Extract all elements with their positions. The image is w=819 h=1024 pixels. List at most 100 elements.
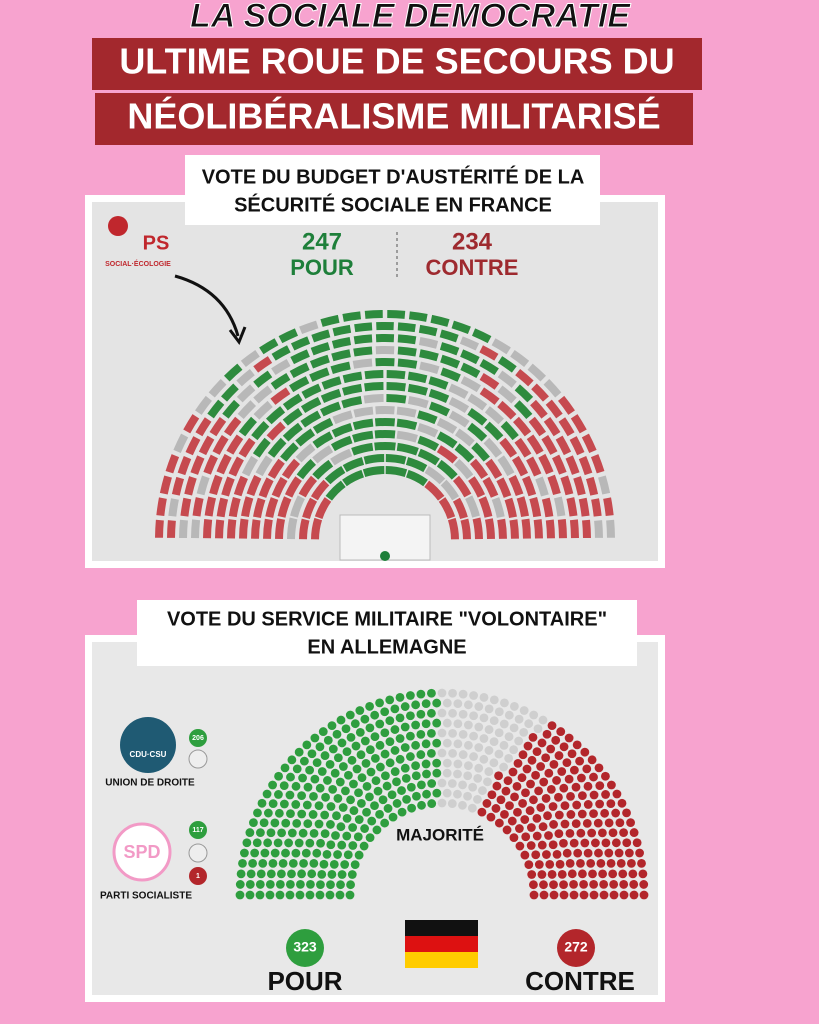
seat <box>259 338 279 355</box>
seat <box>303 819 313 829</box>
seat <box>432 718 442 728</box>
seat <box>385 716 395 726</box>
seat <box>400 722 410 732</box>
seat <box>310 733 320 743</box>
seat <box>365 702 375 711</box>
seat <box>305 765 315 775</box>
contre-count: 272 <box>564 939 588 955</box>
seat <box>350 719 360 729</box>
seat <box>589 890 599 900</box>
rose-icon <box>108 216 128 236</box>
seat <box>484 704 494 714</box>
seat <box>424 480 445 501</box>
seat <box>236 368 255 387</box>
seat <box>258 858 268 868</box>
seat <box>373 786 383 796</box>
seat <box>511 455 529 477</box>
seat <box>427 728 436 738</box>
seat <box>338 762 348 771</box>
seat <box>287 517 298 540</box>
seat <box>589 809 598 819</box>
seat <box>632 838 642 848</box>
seat <box>591 498 602 517</box>
panel-title: VOTE DU SERVICE MILITAIRE "VOLONTAIRE" <box>167 608 607 630</box>
seat <box>360 824 370 833</box>
seat <box>448 410 470 428</box>
spd-logo <box>112 822 172 882</box>
seat <box>427 708 436 718</box>
seat <box>427 688 436 698</box>
seat <box>484 767 494 776</box>
seat <box>416 709 426 719</box>
group-name: PARTI SOCIALISTE <box>100 891 192 902</box>
seat <box>601 838 611 848</box>
seat <box>454 443 475 463</box>
seat <box>427 799 437 808</box>
seat <box>594 848 603 858</box>
seat <box>509 702 519 711</box>
seat <box>485 458 503 479</box>
seat <box>365 745 375 755</box>
seat <box>321 376 342 390</box>
seat <box>242 838 252 848</box>
seat <box>350 860 360 870</box>
seat <box>484 406 504 425</box>
seat <box>309 859 319 868</box>
seat <box>502 825 512 835</box>
seat <box>478 496 493 518</box>
badge <box>189 867 207 885</box>
seat <box>281 848 290 858</box>
seat <box>406 752 415 761</box>
seat <box>292 818 302 828</box>
seat <box>408 311 428 322</box>
seat <box>390 704 400 714</box>
seat <box>271 345 291 361</box>
badge-text: 117 <box>192 827 203 834</box>
seat <box>513 758 523 768</box>
seat <box>267 437 287 458</box>
seat <box>314 819 324 829</box>
seat <box>432 698 442 708</box>
seat <box>553 496 566 517</box>
seat <box>467 407 488 426</box>
seat <box>320 388 342 403</box>
party-logo: PS <box>143 232 170 254</box>
seat <box>385 454 407 465</box>
seat <box>400 702 410 711</box>
seat <box>526 823 536 832</box>
seat <box>508 767 518 777</box>
seat <box>295 428 316 447</box>
seat <box>573 848 583 858</box>
seat <box>572 800 582 810</box>
seat <box>327 721 337 730</box>
seat <box>593 818 603 828</box>
seat <box>289 376 310 393</box>
seat <box>255 455 273 477</box>
seat <box>397 358 418 369</box>
seat <box>499 762 509 772</box>
seat <box>351 442 374 456</box>
seat <box>491 338 511 355</box>
seat <box>560 475 574 496</box>
seat <box>497 385 517 404</box>
seat <box>421 739 431 749</box>
seat <box>489 737 499 746</box>
seat <box>294 838 304 848</box>
seat <box>514 824 524 833</box>
seat <box>390 725 400 734</box>
seat <box>626 818 635 828</box>
seat <box>333 794 343 803</box>
seat <box>608 869 618 879</box>
seat <box>516 496 529 518</box>
seat <box>287 828 297 838</box>
seat <box>529 710 539 720</box>
seat <box>560 801 570 811</box>
seat <box>356 750 366 760</box>
seat <box>323 735 333 745</box>
seat <box>469 691 478 700</box>
seat <box>458 750 468 759</box>
seat <box>469 458 489 480</box>
seat <box>507 816 517 826</box>
seat <box>447 517 459 540</box>
